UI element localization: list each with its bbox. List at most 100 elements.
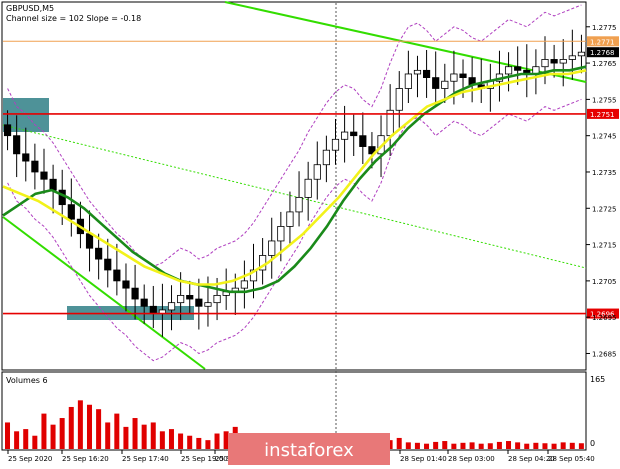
candle-body[interactable] xyxy=(331,138,340,151)
candle-body[interactable] xyxy=(541,59,549,68)
candle-body[interactable] xyxy=(395,88,403,111)
volume-label: Volumes 6 xyxy=(6,376,48,385)
candle-body[interactable] xyxy=(313,164,321,180)
main-plot-frame xyxy=(1,1,587,371)
volume-bar xyxy=(214,433,220,449)
candle-body[interactable] xyxy=(277,226,285,242)
candle-body[interactable] xyxy=(85,233,94,249)
volume-bar xyxy=(41,413,47,449)
candle-body[interactable] xyxy=(22,153,30,162)
candles-group[interactable] xyxy=(3,29,586,337)
volume-bar xyxy=(178,433,184,449)
candle-body[interactable] xyxy=(295,196,303,213)
moving-averages-group xyxy=(2,65,587,294)
candle-body[interactable] xyxy=(404,73,412,89)
candle-body[interactable] xyxy=(58,189,66,206)
candle-body[interactable] xyxy=(504,66,513,75)
volume-bar xyxy=(414,442,420,449)
candle-body[interactable] xyxy=(204,302,212,307)
level-orange-price-box xyxy=(587,36,619,47)
candle-body[interactable] xyxy=(577,51,586,57)
candle-body[interactable] xyxy=(441,80,449,89)
symbol-label: GBPUSD,M5 xyxy=(6,4,54,13)
volume-bar xyxy=(123,426,129,449)
candle-body[interactable] xyxy=(240,280,248,289)
time-tick-label: 28 Sep 03:00 xyxy=(448,455,495,463)
candle-body[interactable] xyxy=(167,302,176,311)
candle-body[interactable] xyxy=(286,211,294,227)
volume-bar xyxy=(396,437,402,449)
level-orange-price-label: 1.2771 xyxy=(590,38,615,46)
candle-body[interactable] xyxy=(350,131,358,137)
candle-body[interactable] xyxy=(268,240,276,256)
volume-bar xyxy=(524,443,530,449)
volume-bar xyxy=(68,406,74,449)
volume-bar xyxy=(496,441,502,449)
price-tick-label: 1.2685 xyxy=(592,350,617,358)
candle-body[interactable] xyxy=(359,135,367,147)
volume-bar xyxy=(59,418,65,449)
time-tick-label: 28 Sep 04:20 xyxy=(508,455,555,463)
volume-bar xyxy=(114,413,120,449)
candle-body[interactable] xyxy=(149,305,157,314)
candle-body[interactable] xyxy=(49,178,57,191)
candle-body[interactable] xyxy=(67,204,75,220)
price-axis: 1.2775 1.2765 1.2755 1.2745 1.2735 1.2725 1.27… xyxy=(586,24,617,358)
price-tick-label: 1.2775 xyxy=(592,24,617,32)
candle-body[interactable] xyxy=(249,269,258,282)
candle-body[interactable] xyxy=(113,269,121,282)
candle-body[interactable] xyxy=(13,135,21,155)
candle-body[interactable] xyxy=(559,59,567,64)
candle-body[interactable] xyxy=(568,55,576,60)
candle-body[interactable] xyxy=(131,287,139,300)
volume-bar xyxy=(424,443,430,449)
levels-group: 1.2771 1.2768 1.2751 1.2696 xyxy=(3,36,619,319)
volume-bar xyxy=(86,404,92,449)
volume-bar xyxy=(141,424,147,449)
candle-body[interactable] xyxy=(341,131,349,140)
candle-body[interactable] xyxy=(3,124,12,137)
candle-body[interactable] xyxy=(213,294,221,304)
candle-body[interactable] xyxy=(95,247,103,260)
candle-body[interactable] xyxy=(450,73,458,82)
candle-body[interactable] xyxy=(140,298,148,307)
candle-body[interactable] xyxy=(195,298,203,307)
volume-bar xyxy=(223,431,229,449)
volume-bar xyxy=(478,443,484,449)
time-tick-label: 28 Sep 01:40 xyxy=(400,455,447,463)
volume-bar xyxy=(506,441,512,449)
candle-body[interactable] xyxy=(304,178,312,198)
candle-body[interactable] xyxy=(459,73,467,79)
candle-body[interactable] xyxy=(322,149,330,166)
candle-body[interactable] xyxy=(422,69,431,78)
volume-bar xyxy=(168,429,174,449)
candle-body[interactable] xyxy=(413,69,422,75)
candle-body[interactable] xyxy=(514,66,522,71)
current-price-box xyxy=(587,47,619,58)
volume-bar xyxy=(442,441,448,449)
candle-body[interactable] xyxy=(31,160,39,173)
candle-body[interactable] xyxy=(186,294,194,300)
volume-bar xyxy=(96,409,102,449)
candle-body[interactable] xyxy=(40,171,48,180)
candle-body[interactable] xyxy=(177,294,185,304)
volume-min-label: 0 xyxy=(590,439,595,448)
time-tick-label: 28 Sep 05:40 xyxy=(548,455,595,463)
candle-body[interactable] xyxy=(432,77,440,89)
watermark-background xyxy=(228,433,390,465)
volume-bar xyxy=(205,440,211,449)
volume-bar xyxy=(132,418,138,449)
candle-body[interactable] xyxy=(368,146,376,155)
volume-bar xyxy=(469,442,475,449)
channel-info-label: Channel size = 102 Slope = -0.18 xyxy=(6,14,141,23)
candle-body[interactable] xyxy=(550,59,558,64)
volume-bar xyxy=(150,422,156,449)
candle-body[interactable] xyxy=(122,280,130,289)
candle-body[interactable] xyxy=(104,258,112,271)
ma_fast-line xyxy=(2,65,587,294)
price-tick-label: 1.2715 xyxy=(592,242,617,250)
volume-bar xyxy=(32,435,38,449)
